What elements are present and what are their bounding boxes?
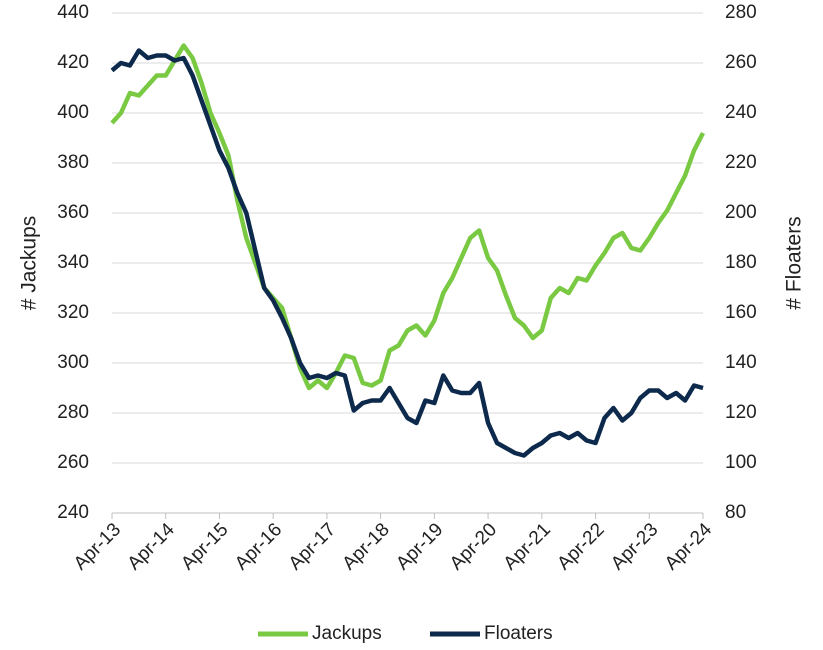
x-tick-label: Apr-15 — [177, 519, 232, 574]
y-tick-label: 300 — [57, 352, 89, 373]
x-tick-label: Apr-22 — [553, 519, 608, 574]
y-tick-label: 340 — [57, 252, 89, 273]
y2-tick-label: 140 — [725, 352, 757, 373]
y-tick-label: 420 — [57, 52, 89, 73]
y-tick-label: 380 — [57, 152, 89, 173]
x-tick-label: Apr-16 — [231, 519, 286, 574]
y2-tick-label: 180 — [725, 252, 757, 273]
y2-axis-label: # Floaters — [783, 216, 806, 309]
legend-label: Floaters — [484, 623, 553, 644]
legend-label: Jackups — [312, 623, 382, 644]
y-tick-label: 260 — [57, 452, 89, 473]
series-line — [110, 43, 706, 391]
y2-tick-label: 240 — [725, 102, 757, 123]
y-tick-label: 240 — [57, 502, 89, 523]
y2-tick-label: 200 — [725, 202, 757, 223]
x-tick-label: Apr-21 — [500, 519, 555, 574]
x-tick-label: Apr-13 — [70, 519, 125, 574]
y-tick-label: 400 — [57, 102, 89, 123]
y2-tick-label: 260 — [725, 52, 757, 73]
x-tick-label: Apr-14 — [124, 519, 179, 574]
y2-tick-label: 220 — [725, 152, 757, 173]
x-tick-label: Apr-18 — [339, 519, 394, 574]
x-tick-label: Apr-17 — [285, 519, 340, 574]
x-tick-label: Apr-20 — [446, 519, 501, 574]
y2-tick-label: 100 — [725, 452, 757, 473]
y-tick-label: 360 — [57, 202, 89, 223]
series-line — [110, 48, 704, 458]
y-tick-label: 320 — [57, 302, 89, 323]
x-tick-label: Apr-23 — [607, 519, 662, 574]
y2-tick-label: 120 — [725, 402, 757, 423]
y2-tick-label: 160 — [725, 302, 757, 323]
x-tick-label: Apr-24 — [661, 519, 716, 574]
y2-tick-label: 280 — [725, 2, 757, 23]
y-axis-label: # Jackups — [18, 216, 41, 311]
y2-tick-label: 80 — [725, 502, 746, 523]
y-tick-label: 440 — [57, 2, 89, 23]
x-tick-label: Apr-19 — [392, 519, 447, 574]
y-tick-label: 280 — [57, 402, 89, 423]
